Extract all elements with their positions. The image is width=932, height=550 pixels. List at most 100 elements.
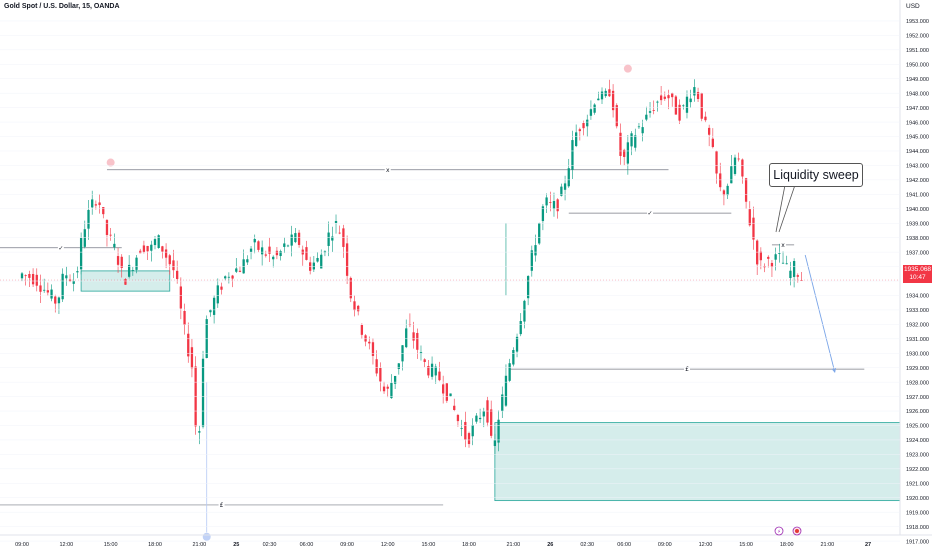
candle-body [379, 367, 382, 382]
candle-body [497, 419, 500, 443]
candle-body [460, 428, 463, 429]
level-label-bg [683, 366, 690, 373]
candle-body [637, 126, 641, 128]
candle-body [545, 197, 548, 206]
candle-body [744, 178, 748, 202]
candle-body [72, 280, 75, 284]
x-tick-label: 18:00 [780, 542, 794, 548]
candle-body [57, 297, 61, 304]
candle-body [464, 421, 467, 440]
candle-body [689, 98, 692, 103]
candle-body [711, 138, 714, 147]
candle-body [560, 186, 563, 196]
swing-marker [202, 532, 211, 541]
callout-pointer-b [778, 184, 796, 233]
y-tick-label: 1922.000 [906, 467, 929, 473]
candle-body [471, 424, 474, 437]
candle-body [449, 393, 452, 397]
candle-body [501, 394, 504, 412]
y-tick-label: 1943.000 [906, 164, 929, 170]
candle-body [730, 166, 733, 184]
candle-body [102, 207, 105, 215]
candle-body [504, 375, 508, 406]
y-tick-label: 1947.000 [906, 106, 929, 112]
liquidity-sweep-callout[interactable]: Liquidity sweep [769, 163, 863, 187]
candle-body [257, 241, 260, 250]
candle-body [316, 257, 319, 262]
candle-body [767, 256, 770, 259]
candle-body [113, 243, 116, 248]
swing-marker [106, 158, 115, 167]
candle-body [31, 273, 35, 285]
y-tick-label: 1939.000 [906, 221, 929, 227]
candle-body [124, 279, 127, 285]
candle-body [700, 93, 703, 119]
candle-body [752, 217, 755, 240]
y-tick-label: 1926.000 [906, 409, 929, 415]
candle-body [615, 105, 618, 127]
candle-body [375, 359, 378, 374]
x-tick-label: 25 [233, 542, 239, 548]
y-tick-label: 1931.000 [906, 337, 929, 343]
candle-body [91, 199, 94, 208]
candle-body [312, 262, 315, 270]
candle-body [320, 254, 323, 269]
candle-body [161, 246, 164, 252]
candle-body [286, 245, 290, 247]
lightning-event-icon[interactable] [774, 526, 784, 536]
y-tick-label: 1941.000 [906, 193, 929, 199]
candle-body [412, 332, 415, 341]
candle-body [153, 239, 157, 246]
candle-body [50, 289, 53, 299]
horizontal-lines: x ✓ ✓ £ £ x [0, 166, 865, 509]
y-tick-label: 1952.000 [906, 34, 929, 40]
candle-body [54, 296, 57, 304]
candle-body [526, 276, 530, 299]
level-label: ✓ [58, 245, 63, 252]
candle-body [693, 87, 696, 96]
level-label-bg [647, 210, 654, 217]
candle-body [94, 204, 98, 206]
candle-body [534, 245, 537, 256]
candle-body [556, 199, 559, 212]
candle-body [135, 257, 138, 270]
candle-body [475, 415, 478, 422]
candle-body [648, 111, 652, 113]
chart-title: Gold Spot / U.S. Dollar, 15, OANDA [4, 3, 120, 10]
candle-body [674, 96, 678, 115]
x-tick-label: 12:00 [699, 542, 713, 548]
candle-body [61, 273, 64, 300]
candle-body [371, 342, 375, 356]
candle-body [704, 116, 707, 121]
candle-body [327, 232, 330, 246]
y-tick-label: 1918.000 [906, 525, 929, 531]
candle-body [157, 235, 160, 249]
candle-body [722, 190, 726, 196]
level-label-bg [780, 241, 787, 248]
candle-body [482, 411, 485, 417]
candle-body [737, 158, 740, 160]
candle-body [201, 358, 205, 427]
candle-body [800, 280, 803, 281]
y-tick-label: 1920.000 [906, 496, 929, 502]
candle-body [512, 349, 515, 365]
x-tick-label: 21:00 [506, 542, 520, 548]
candle-body [645, 114, 648, 120]
level-label-bg [384, 166, 391, 173]
candle-body [778, 253, 781, 254]
candle-body [600, 91, 604, 100]
x-tick-label: 02:30 [263, 542, 277, 548]
x-tick-label: 18:00 [148, 542, 162, 548]
candle-body [87, 209, 90, 229]
candle-body [493, 440, 497, 447]
candle-body [109, 234, 112, 236]
candle-body [626, 142, 630, 164]
y-tick-label: 1929.000 [906, 366, 929, 372]
candle-body [416, 332, 419, 350]
candle-body [593, 104, 596, 113]
candle-body [667, 95, 670, 99]
candle-body [264, 254, 267, 256]
candle-body [582, 123, 585, 129]
time-axis[interactable]: 09:00 12:00 15:00 18:00 21:00 25 02:30 06:00 09:… [15, 542, 871, 548]
